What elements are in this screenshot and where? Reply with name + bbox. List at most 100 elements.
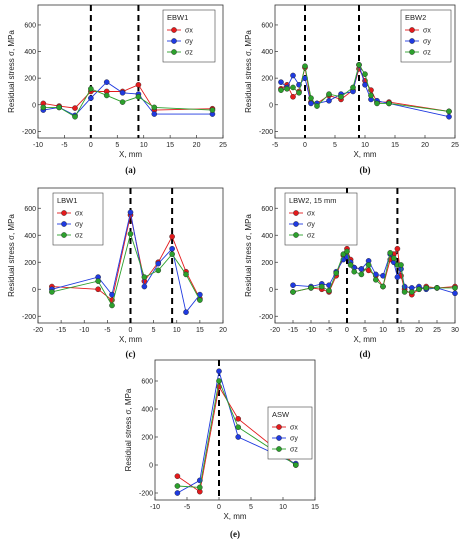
data-point-sigma-y xyxy=(127,209,134,216)
x-tick-label: -10 xyxy=(150,504,160,511)
data-point-sigma-z xyxy=(284,85,290,92)
series-line-sigma-x xyxy=(43,84,213,111)
x-tick-label: 0 xyxy=(129,327,133,334)
y-tick-label: 0 xyxy=(32,287,36,294)
data-point-sigma-z xyxy=(347,262,354,268)
x-tick-label: 5 xyxy=(115,142,119,149)
series-line-sigma-y xyxy=(43,81,213,116)
data-point-sigma-z xyxy=(365,262,372,268)
data-point-sigma-x xyxy=(235,415,241,422)
plot-frame xyxy=(37,4,224,139)
x-tick-label: 10 xyxy=(279,504,287,511)
y-tick-label: 200 xyxy=(24,260,36,267)
data-point-sigma-z xyxy=(40,104,47,111)
data-point-sigma-z xyxy=(197,297,203,303)
x-tick-label: -15 xyxy=(56,327,66,334)
data-point-sigma-y xyxy=(88,95,94,101)
legend: LBW1 σx σy σz xyxy=(52,192,104,246)
data-point-sigma-z xyxy=(290,84,296,91)
x-tick-label: 10 xyxy=(173,327,181,334)
data-point-sigma-z xyxy=(155,267,162,274)
legend: EBW1 σx σy σz xyxy=(162,9,216,63)
x-axis-label: X, mm xyxy=(119,335,142,344)
y-tick-label: 200 xyxy=(261,260,273,267)
data-point-sigma-z xyxy=(209,107,216,113)
data-point-sigma-z xyxy=(350,84,356,91)
panel-label: (e) xyxy=(230,529,240,539)
y-tick-label: 200 xyxy=(24,76,36,83)
data-point-sigma-y xyxy=(183,309,189,316)
legend-marker-sigma-y xyxy=(61,221,67,227)
x-tick-label: 5 xyxy=(333,142,337,149)
legend-marker-sigma-x xyxy=(409,27,415,33)
y-tick-label: -200 xyxy=(259,129,273,136)
legend-entry-sigma-z: σz xyxy=(75,233,83,240)
x-tick-label: 25 xyxy=(451,142,459,149)
legend-marker-sigma-x xyxy=(276,424,282,430)
x-tick-label: -5 xyxy=(104,327,110,334)
data-point-sigma-y xyxy=(308,100,314,107)
x-tick-label: 15 xyxy=(391,142,399,149)
panel-label: (c) xyxy=(126,349,136,359)
legend-marker-sigma-y xyxy=(276,435,282,441)
data-point-sigma-z xyxy=(390,255,397,262)
data-point-sigma-z xyxy=(318,283,325,290)
x-tick-label: 5 xyxy=(249,504,253,511)
x-tick-label: 25 xyxy=(219,142,227,149)
legend-entry-sigma-x: σx xyxy=(185,28,193,35)
x-tick-label: 20 xyxy=(219,327,227,334)
data-point-sigma-x xyxy=(169,233,175,240)
data-point-sigma-z xyxy=(338,93,344,100)
data-point-sigma-z xyxy=(109,302,115,309)
data-point-sigma-z xyxy=(401,289,408,295)
data-point-sigma-y xyxy=(155,260,162,267)
legend-entry-sigma-z: σz xyxy=(290,447,298,454)
x-tick-label: 10 xyxy=(140,142,148,149)
data-point-sigma-z xyxy=(351,268,358,275)
data-point-sigma-y xyxy=(278,79,284,85)
data-point-sigma-y xyxy=(103,79,110,85)
data-point-sigma-z xyxy=(368,92,374,99)
panel-e: -10 -5 0 5 10 15 -200 0 200 400 600 X, mm Residual s… xyxy=(124,359,319,539)
data-point-sigma-z xyxy=(183,271,189,278)
y-tick-label: 400 xyxy=(24,49,36,56)
data-point-sigma-y xyxy=(452,290,458,297)
y-tick-label: 400 xyxy=(141,407,153,414)
y-tick-label: 600 xyxy=(261,22,273,29)
y-tick-label: 200 xyxy=(261,76,273,83)
legend-box xyxy=(267,406,313,460)
y-axis-label: Residual stress σ, MPa xyxy=(7,30,16,113)
data-point-sigma-x xyxy=(174,473,181,480)
data-point-sigma-y xyxy=(235,434,241,440)
y-tick-label: 0 xyxy=(32,102,36,109)
x-tick-label: 20 xyxy=(415,327,423,334)
x-tick-label: 0 xyxy=(345,327,349,334)
legend: LBW2, 15 mm σx σy σz xyxy=(284,192,358,246)
legend-box xyxy=(400,9,452,63)
legend-entry-sigma-z: σz xyxy=(307,233,315,240)
data-point-sigma-x xyxy=(394,245,401,252)
legend-marker-sigma-z xyxy=(171,49,177,55)
x-tick-label: -5 xyxy=(272,142,278,149)
legend-entry-sigma-y: σy xyxy=(185,39,193,46)
data-point-sigma-z xyxy=(49,289,55,295)
x-tick-label: -10 xyxy=(306,327,316,334)
x-axis-label: X, mm xyxy=(119,150,142,159)
data-point-sigma-x xyxy=(290,93,296,100)
x-tick-label: 15 xyxy=(397,327,405,334)
legend-entry-sigma-x: σx xyxy=(290,425,298,432)
data-point-sigma-z xyxy=(56,104,62,111)
data-point-sigma-z xyxy=(278,87,284,93)
y-axis-label: Residual stress σ, MPa xyxy=(244,30,253,113)
y-tick-label: -200 xyxy=(22,129,36,136)
data-point-sigma-z xyxy=(196,484,203,491)
x-tick-label: 30 xyxy=(451,327,459,334)
data-point-sigma-z xyxy=(290,289,296,295)
x-tick-label: 15 xyxy=(196,327,204,334)
data-point-sigma-x xyxy=(135,82,142,88)
data-point-sigma-z xyxy=(387,249,394,256)
panel-d: -20 -15 -10 -5 0 5 10 15 20 25 30 -200 0 200 400 600 X, … xyxy=(244,187,459,359)
x-tick-label: 0 xyxy=(89,142,93,149)
legend-entry-sigma-y: σy xyxy=(307,222,315,229)
